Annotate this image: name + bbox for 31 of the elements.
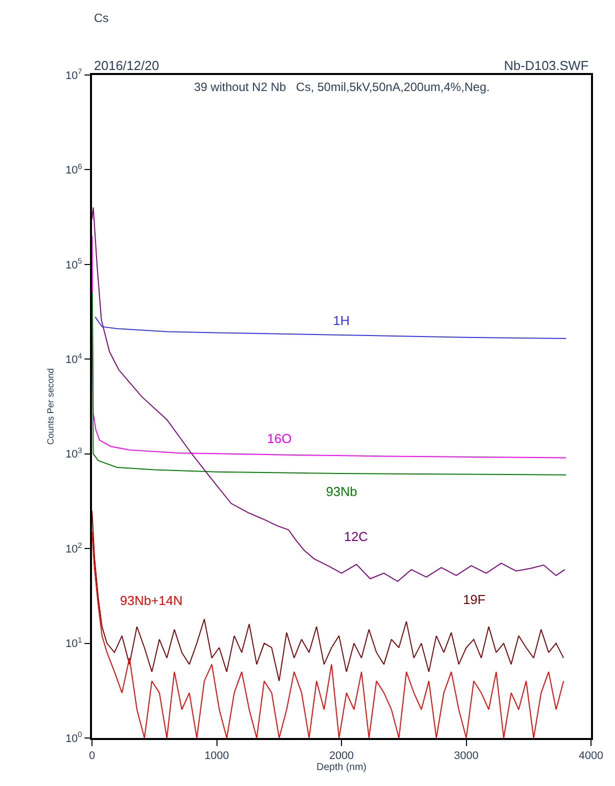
series-label: 93Nb	[326, 484, 358, 499]
x-axis-title: Depth (nm)	[316, 762, 367, 773]
line-series	[92, 531, 564, 738]
x-tick-label: 4000	[578, 750, 604, 762]
text: Cs	[94, 11, 109, 25]
x-tick-label: 3000	[454, 750, 478, 762]
x-tick-label: 0	[88, 750, 96, 762]
series-label: 12C	[344, 529, 368, 544]
line-series	[92, 235, 567, 458]
y-axis-title: Counts Per second	[45, 368, 56, 445]
x-tick-label: 2000	[329, 750, 354, 762]
text: Nb-D103.SWF	[504, 58, 589, 73]
series-label: 93Nb+14N	[120, 593, 183, 608]
y-tick-label: 10$^{4}$	[66, 351, 83, 366]
y-tick-label: 10$^{1}$	[66, 636, 82, 650]
line-series	[92, 292, 567, 476]
series-label: 19F	[463, 592, 486, 607]
y-tick-label: 10$^{0}$	[66, 730, 82, 745]
x-tick-label: 1000	[204, 750, 229, 762]
y-tick-label: 10$^{7}$	[66, 67, 82, 82]
y-tick-label: 10$^{3}$	[66, 446, 82, 461]
line-series	[92, 206, 566, 582]
text: 39 without N2 Nb Cs, 50mil,5kV,50nA,200um,4%,Neg.	[194, 80, 490, 94]
series-label: 1H	[333, 313, 350, 328]
y-tick-label: 10$^{5}$	[66, 256, 82, 272]
line-series	[92, 510, 564, 682]
y-tick-label: 10$^{2}$	[66, 540, 82, 556]
y-tick-label: 10$^{6}$	[66, 162, 82, 177]
text: 2016/12/20	[94, 58, 160, 73]
line-series	[94, 316, 567, 340]
series-label: 16O	[267, 431, 292, 446]
